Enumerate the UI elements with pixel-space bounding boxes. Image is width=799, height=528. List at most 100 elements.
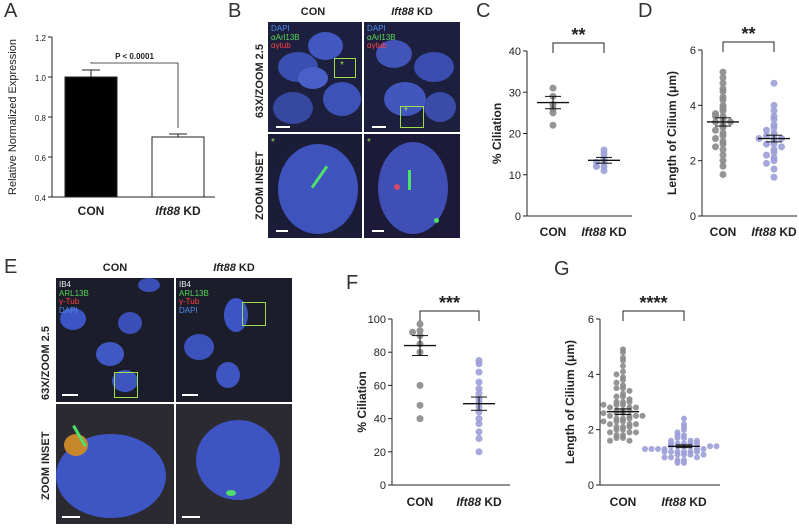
panel-d-significance-stars: ** <box>741 24 755 44</box>
panel-g-data-point <box>700 451 707 458</box>
panel-letter-g: G <box>554 258 570 280</box>
panel-d-data-point <box>770 165 778 173</box>
panel-g-data-point <box>600 410 607 417</box>
panel-g-data-point <box>661 454 668 461</box>
panel-g-data-point <box>694 440 700 447</box>
panel-g-data-point <box>681 415 687 422</box>
panel-a-x-tick-label: CON <box>78 204 105 218</box>
panel-c-data-point <box>549 109 557 117</box>
panel-a-x-tick-label: Ift88 KD <box>155 204 201 218</box>
panel-f-data-point <box>416 381 424 389</box>
panel-d-data-point <box>719 132 727 140</box>
panel-g-data-point <box>687 451 694 458</box>
panel-c-significance-stars: ** <box>571 25 585 45</box>
panel-a-y-tick-label: 0.4 <box>35 194 47 203</box>
zoom-region-box <box>400 106 424 128</box>
panel-g-data-point <box>620 434 626 441</box>
panel-f-y-tick-label: 100 <box>368 314 386 326</box>
zoom-star-icon: * <box>367 137 371 148</box>
panel-c-data-point <box>593 163 600 170</box>
panel-g-data-point <box>620 363 626 370</box>
panel-g-data-point <box>681 459 687 466</box>
panel-b-image-kd-overview: DAPI αArl13B αγtub * <box>364 22 460 132</box>
panel-f-data-point <box>475 378 483 386</box>
panel-g-data-point <box>620 357 626 364</box>
panel-c-data-point <box>549 121 557 129</box>
panel-g-y-tick-label: 6 <box>588 314 594 326</box>
panel-g-data-point <box>626 423 633 430</box>
panel-g-data-point <box>620 401 626 408</box>
panel-g-data-point <box>707 443 713 450</box>
panel-f-y-axis-label: % Ciliation <box>355 371 369 432</box>
scale-bar <box>276 230 288 232</box>
panel-e-row2-label: ZOOM INSET <box>40 431 52 500</box>
panel-b-row1-label: 63X/ZOOM 2.5 <box>254 44 266 118</box>
panel-b-legend-kd: DAPI αArl13B αγtub <box>367 24 396 51</box>
panel-d-data-point <box>719 171 727 178</box>
panel-f-data-point <box>475 420 483 428</box>
panel-b-image-con-zoom: * <box>268 134 362 238</box>
panel-g-data-point <box>681 426 687 433</box>
panel-c-y-axis-label: % Ciliation <box>490 103 504 164</box>
legend-gtub: γ-Tub <box>59 297 80 306</box>
panel-f-data-point <box>475 415 483 423</box>
panel-g-data-point <box>600 401 607 408</box>
panel-d-data-point <box>719 88 727 95</box>
legend-gtub: αγtub <box>271 41 291 50</box>
panel-d-data-point <box>763 159 770 167</box>
panel-g-y-axis-label: Length of Cilium (μm) <box>563 340 577 464</box>
panel-d-data-point <box>719 74 727 82</box>
panel-letter-d: D <box>638 0 653 22</box>
panel-d-data-point <box>719 79 727 87</box>
panel-d-data-point <box>763 126 770 134</box>
panel-d-data-point <box>719 146 727 154</box>
panel-d-data-point <box>770 115 778 123</box>
panel-g-data-point <box>674 451 681 458</box>
panel-c-y-tick-label: 0 <box>515 211 521 223</box>
panel-d-data-point <box>770 123 778 131</box>
panel-a-y-tick-label: 0.6 <box>35 154 47 163</box>
panel-d-data-point <box>763 151 770 159</box>
zoom-star-icon: * <box>404 106 408 117</box>
panel-c-x-tick-label: Ift88 KD <box>581 225 627 239</box>
zoom-region-box <box>242 302 266 326</box>
scale-bar <box>276 126 290 128</box>
panel-g-data-point <box>655 446 661 453</box>
panel-e-kd-gene: Ift88 <box>213 262 236 274</box>
panel-f-data-point <box>475 385 483 393</box>
panel-g-data-point <box>600 418 607 425</box>
scale-bar <box>182 516 200 518</box>
panel-d-data-point <box>719 107 727 115</box>
panel-g-significance-stars: **** <box>639 293 667 313</box>
panel-f-data-point <box>416 401 424 409</box>
panel-g-data-point <box>620 376 626 383</box>
panel-c-data-point <box>600 167 608 175</box>
panel-b-kd-suffix: KD <box>413 6 433 18</box>
panel-g-data-point <box>613 434 620 441</box>
panel-g-data-point <box>613 401 620 408</box>
legend-dapi: DAPI <box>59 305 78 315</box>
zoom-star-icon: * <box>271 137 275 148</box>
panel-a-p-value: P < 0.0001 <box>115 52 154 61</box>
panel-c-y-tick-label: 20 <box>509 129 521 141</box>
panel-g-data-point <box>620 349 626 356</box>
panel-g-data-point <box>681 434 687 441</box>
panel-e-col-con: CON <box>102 262 128 274</box>
panel-f-significance-stars: *** <box>439 293 460 313</box>
panel-d-data-point <box>719 96 727 104</box>
panel-f-data-point <box>409 328 416 336</box>
panel-f-data-point <box>475 428 483 436</box>
panel-b-legend-con: DAPI αArl13B αγtub <box>271 24 300 51</box>
panel-g-data-point <box>661 448 668 455</box>
panel-g-data-point <box>607 412 613 419</box>
panel-d-data-point <box>719 68 727 76</box>
panel-d-data-point <box>770 173 778 181</box>
panel-f-data-point <box>416 415 424 423</box>
panel-d-y-tick-label: 6 <box>690 45 696 57</box>
panel-g-data-point <box>626 429 633 436</box>
panel-d-y-tick-label: 0 <box>690 211 696 223</box>
panel-g-data-point <box>613 410 620 417</box>
zoom-region-box <box>334 58 356 78</box>
panel-e-image-kd-overview: IB4 ARL13B γ-Tub DAPI <box>176 278 292 402</box>
